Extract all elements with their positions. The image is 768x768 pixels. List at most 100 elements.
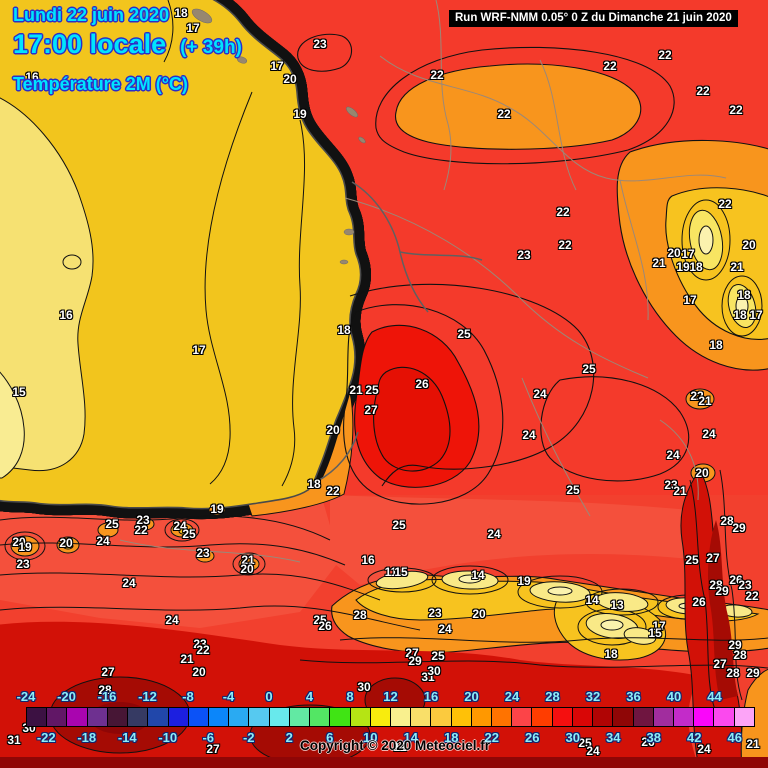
- temperature-value: 25: [313, 613, 327, 627]
- temperature-value: 24: [697, 742, 711, 756]
- temperature-value: 21: [730, 260, 744, 274]
- temperature-value: 26: [641, 735, 655, 749]
- legend-tick-bottom: 22: [484, 730, 499, 745]
- temperature-value: 24: [122, 576, 136, 590]
- legend-swatch: [451, 708, 472, 726]
- legend-swatch: [67, 708, 88, 726]
- temperature-value: 31: [7, 733, 21, 747]
- legend-tick-top: 0: [265, 689, 273, 704]
- temperature-value: 22: [196, 643, 210, 657]
- legend-swatch: [229, 708, 250, 726]
- legend-swatch: [269, 708, 290, 726]
- temperature-value: 22: [690, 389, 704, 403]
- temperature-value: 18: [737, 288, 751, 302]
- legend-tick-bottom: 46: [727, 730, 742, 745]
- temperature-value: 23: [517, 248, 531, 262]
- legend-swatch: [87, 708, 108, 726]
- temperature-value: 22: [430, 68, 444, 82]
- temperature-value: 12: [393, 740, 407, 754]
- temperature-value: 16: [361, 553, 375, 567]
- temperature-value: 28: [98, 683, 112, 697]
- legend-swatch: [734, 708, 754, 726]
- temperature-value: 23: [196, 546, 210, 560]
- temperature-value: 17: [749, 308, 763, 322]
- temperature-value: 15: [394, 565, 408, 579]
- legend-tick-top: -16: [97, 689, 117, 704]
- legend-tick-top: 36: [626, 689, 641, 704]
- temperature-value: 23: [428, 606, 442, 620]
- temperature-value: 26: [692, 595, 706, 609]
- temperature-value: 28: [353, 608, 367, 622]
- temperature-value: 25: [365, 383, 379, 397]
- time-label: 17:00 locale (+ 39h): [13, 29, 242, 59]
- temperature-value: 20: [695, 466, 709, 480]
- legend-tick-top: 40: [666, 689, 682, 704]
- temperature-value: 21: [698, 394, 712, 408]
- legend-tick-bottom: 2: [285, 730, 293, 745]
- temperature-value: 29: [408, 654, 422, 668]
- temperature-value: 16: [25, 70, 39, 84]
- legend-tick-top: -20: [57, 689, 76, 704]
- temperature-value: 13: [610, 598, 624, 612]
- legend-tick-top: 44: [707, 689, 722, 704]
- temperature-value: 20: [59, 536, 73, 550]
- temperature-value: 22: [745, 589, 759, 603]
- temperature-value: 17: [270, 59, 284, 73]
- legend-swatch: [390, 708, 412, 726]
- temperature-value: 18: [733, 308, 747, 322]
- temperature-value: 24: [487, 527, 501, 541]
- temperature-value: 24: [522, 428, 536, 442]
- legend-swatch: [593, 708, 614, 726]
- legend-swatch: [208, 708, 230, 726]
- temperature-value: 20: [12, 535, 26, 549]
- temperature-value: 22: [603, 59, 617, 73]
- temperature-value: 27: [206, 742, 220, 756]
- temperature-value: 15: [648, 626, 662, 640]
- temperature-value: 20: [192, 665, 206, 679]
- temperature-value: 22: [558, 238, 572, 252]
- temperature-value: 20: [472, 607, 486, 621]
- legend-tick-bottom: -2: [242, 730, 255, 745]
- legend-swatch: [653, 708, 674, 726]
- temperature-value: 22: [556, 205, 570, 219]
- temperature-value: 21: [652, 256, 666, 270]
- temperature-value: 24: [96, 534, 110, 548]
- legend-tick-bottom: 34: [606, 730, 621, 745]
- legend-tick-bottom: 14: [403, 730, 418, 745]
- temperature-value: 28: [720, 514, 734, 528]
- temperature-value: 16: [59, 308, 73, 322]
- temperature-value: 11: [384, 565, 398, 579]
- legend-swatch: [694, 708, 715, 726]
- legend-swatch: [613, 708, 634, 726]
- temperature-value: 20: [667, 246, 681, 260]
- legend-tick-top: 4: [305, 689, 314, 704]
- temperature-value: 17: [683, 293, 697, 307]
- temperature-value: 26: [729, 573, 743, 587]
- temperature-value: 19: [210, 502, 224, 516]
- legend-color-scale: [26, 707, 755, 727]
- temperature-value: 24: [702, 427, 716, 441]
- legend-tick-top: -24: [16, 689, 36, 704]
- legend-tick-bottom: 38: [646, 730, 661, 745]
- legend-tick-bottom: 10: [363, 730, 378, 745]
- legend-tick-bottom: 30: [565, 730, 580, 745]
- legend-tick-bottom: -22: [36, 730, 56, 745]
- legend-swatch: [492, 708, 513, 726]
- temperature-value: 27: [713, 657, 727, 671]
- temperature-value: 28: [733, 648, 747, 662]
- temperature-value: 20: [326, 423, 340, 437]
- temperature-value: 20: [283, 72, 297, 86]
- legend-swatch: [471, 708, 493, 726]
- legend-swatch: [107, 708, 129, 726]
- temperature-value: 19: [18, 540, 32, 554]
- legend-swatch: [532, 708, 553, 726]
- temperature-value: 24: [165, 613, 179, 627]
- legend-swatch: [411, 708, 432, 726]
- temperature-value: 22: [718, 197, 732, 211]
- temperature-value: 23: [16, 557, 30, 571]
- legend-swatch: [350, 708, 371, 726]
- temperature-value: 27: [706, 551, 720, 565]
- temperature-value: 25: [182, 527, 196, 541]
